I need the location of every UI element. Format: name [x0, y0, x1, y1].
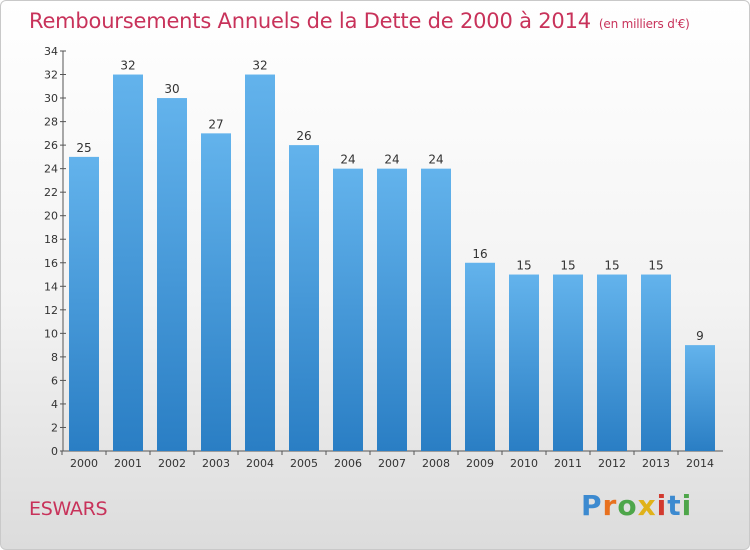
x-tick-label: 2003 [202, 457, 230, 470]
bar-value-label: 27 [208, 117, 223, 131]
x-tick-label: 2010 [510, 457, 538, 470]
bar-value-label: 25 [76, 141, 91, 155]
bar [333, 168, 363, 451]
bar-value-label: 15 [604, 259, 619, 273]
bar [465, 262, 495, 451]
city-name: ESWARS [29, 498, 108, 520]
y-tick-label: 26 [44, 139, 58, 152]
logo-letter: o [617, 489, 638, 522]
chart-title: Remboursements Annuels de la Dette de 20… [29, 9, 690, 33]
x-tick-label: 2012 [598, 457, 626, 470]
bar [69, 156, 99, 451]
chart-unit: (en milliers d'€) [598, 17, 690, 31]
bar-value-label: 9 [696, 329, 704, 343]
x-tick-label: 2013 [642, 457, 670, 470]
bar-value-label: 15 [648, 259, 663, 273]
logo-letter: r [602, 489, 618, 522]
x-tick-label: 2006 [334, 457, 362, 470]
bar [245, 74, 275, 451]
chart-bars: 25 32 30 27 32 26 24 24 24 16 15 15 15 15 9 [69, 59, 715, 451]
x-tick-label: 2000 [70, 457, 98, 470]
y-tick-label: 0 [51, 445, 58, 458]
logo-letter: x [637, 489, 657, 522]
y-tick-label: 22 [44, 186, 58, 199]
bar-value-label: 16 [472, 247, 487, 261]
x-tick-label: 2011 [554, 457, 582, 470]
bar [421, 168, 451, 451]
bar [597, 274, 627, 451]
bar-value-label: 30 [164, 82, 179, 96]
proxiti-logo[interactable]: Proxiti [581, 489, 692, 522]
y-tick-label: 28 [44, 116, 58, 129]
logo-letter: i [656, 489, 668, 522]
y-tick-label: 20 [44, 210, 58, 223]
y-tick-label: 14 [44, 280, 58, 293]
y-tick-label: 24 [44, 163, 58, 176]
logo-letter: t [667, 489, 682, 522]
x-tick-label: 2009 [466, 457, 494, 470]
x-tick-label: 2007 [378, 457, 406, 470]
bar-value-label: 32 [252, 59, 267, 73]
y-tick-label: 32 [44, 69, 58, 82]
x-tick-label: 2008 [422, 457, 450, 470]
bar-value-label: 26 [296, 129, 311, 143]
bar [201, 133, 231, 451]
x-tick-label: 2004 [246, 457, 274, 470]
x-tick-label: 2014 [686, 457, 714, 470]
logo-letter: i [681, 489, 693, 522]
chart-title-text: Remboursements Annuels de la Dette de 20… [29, 9, 591, 33]
bar-value-label: 15 [560, 259, 575, 273]
bar-value-label: 24 [340, 153, 355, 167]
y-tick-label: 18 [44, 233, 58, 246]
bar [685, 345, 715, 451]
x-tick-label: 2005 [290, 457, 318, 470]
bar-value-label: 24 [384, 153, 399, 167]
bar [377, 168, 407, 451]
bar-value-label: 24 [428, 153, 443, 167]
y-tick-label: 30 [44, 92, 58, 105]
y-tick-label: 34 [44, 45, 58, 58]
y-tick-label: 6 [51, 374, 58, 387]
bar-value-label: 32 [120, 59, 135, 73]
y-tick-label: 10 [44, 327, 58, 340]
y-tick-label: 16 [44, 257, 58, 270]
y-tick-label: 4 [51, 398, 58, 411]
x-tick-label: 2001 [114, 457, 142, 470]
bar [113, 74, 143, 451]
x-tick-label: 2002 [158, 457, 186, 470]
bar [509, 274, 539, 451]
y-tick-label: 12 [44, 304, 58, 317]
bar-value-label: 15 [516, 259, 531, 273]
bar [553, 274, 583, 451]
y-tick-label: 8 [51, 351, 58, 364]
bar [289, 145, 319, 451]
bar [157, 98, 187, 451]
logo-letter: P [581, 489, 603, 522]
y-tick-label: 2 [51, 421, 58, 434]
bar [641, 274, 671, 451]
